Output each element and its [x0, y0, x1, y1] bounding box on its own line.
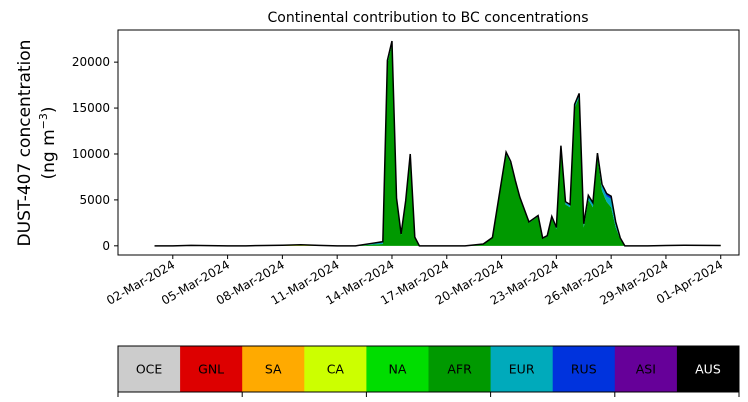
chart-title: Continental contribution to BC concentra…: [267, 10, 588, 26]
y-tick-label: 20000: [72, 55, 110, 69]
legend-label-asi: ASI: [636, 362, 656, 377]
legend-swatch-eur: [490, 346, 554, 392]
legend-label-oce: OCE: [136, 362, 163, 377]
y-tick-label: 0: [102, 239, 110, 253]
legend-label-sa: SA: [265, 362, 282, 377]
legend-swatch-aus: [676, 346, 740, 392]
y-axis-label-line2: (ng m−3): [37, 106, 59, 179]
legend-swatch-afr: [428, 346, 492, 392]
y-axis: 0 5000 10000 15000 20000: [72, 55, 118, 253]
total-concentration-line: [154, 40, 721, 247]
y-axis-label: DUST-407 concentration (ng m−3): [15, 40, 59, 247]
y-tick-label: 10000: [72, 147, 110, 161]
legend-label-aus: AUS: [695, 362, 721, 377]
area-rus: [154, 41, 721, 246]
x-axis: 02-Mar-202405-Mar-202408-Mar-202411-Mar-…: [104, 255, 725, 308]
legend-swatch-sa: [242, 346, 305, 392]
y-axis-label-unit-prefix: (ng m: [39, 129, 59, 179]
total-line: [154, 40, 721, 247]
legend-label-ca: CA: [327, 362, 345, 377]
legend-swatch-ca: [304, 346, 367, 392]
legend-swatch-rus: [552, 346, 616, 392]
y-tick-label: 15000: [72, 101, 110, 115]
legend-swatch-gnl: [180, 346, 243, 392]
legend-label-gnl: GNL: [198, 362, 224, 377]
y-axis-label-line1: DUST-407 concentration: [15, 40, 35, 247]
legend-swatch-oce: [118, 346, 181, 392]
legend-swatch-asi: [614, 346, 678, 392]
plot-frame: [117, 29, 740, 256]
legend-frame: [117, 345, 740, 393]
area-afr: [154, 43, 721, 246]
legend-label-eur: EUR: [509, 362, 535, 377]
legend-label-afr: AFR: [447, 362, 472, 377]
legend: OCE GNL SA CA NA AFR EUR RUS ASI AUS: [117, 345, 740, 397]
legend-label-na: NA: [388, 362, 406, 377]
area-aus: [154, 41, 721, 246]
y-axis-label-unit-exponent: −3: [37, 113, 50, 129]
area-eur: [154, 41, 721, 246]
plot-areas: [154, 41, 721, 246]
legend-swatch-na: [366, 346, 429, 392]
y-tick-label: 5000: [79, 193, 110, 207]
legend-label-rus: RUS: [571, 362, 597, 377]
y-axis-label-unit-suffix: ): [39, 106, 59, 113]
area-asi: [154, 41, 721, 246]
